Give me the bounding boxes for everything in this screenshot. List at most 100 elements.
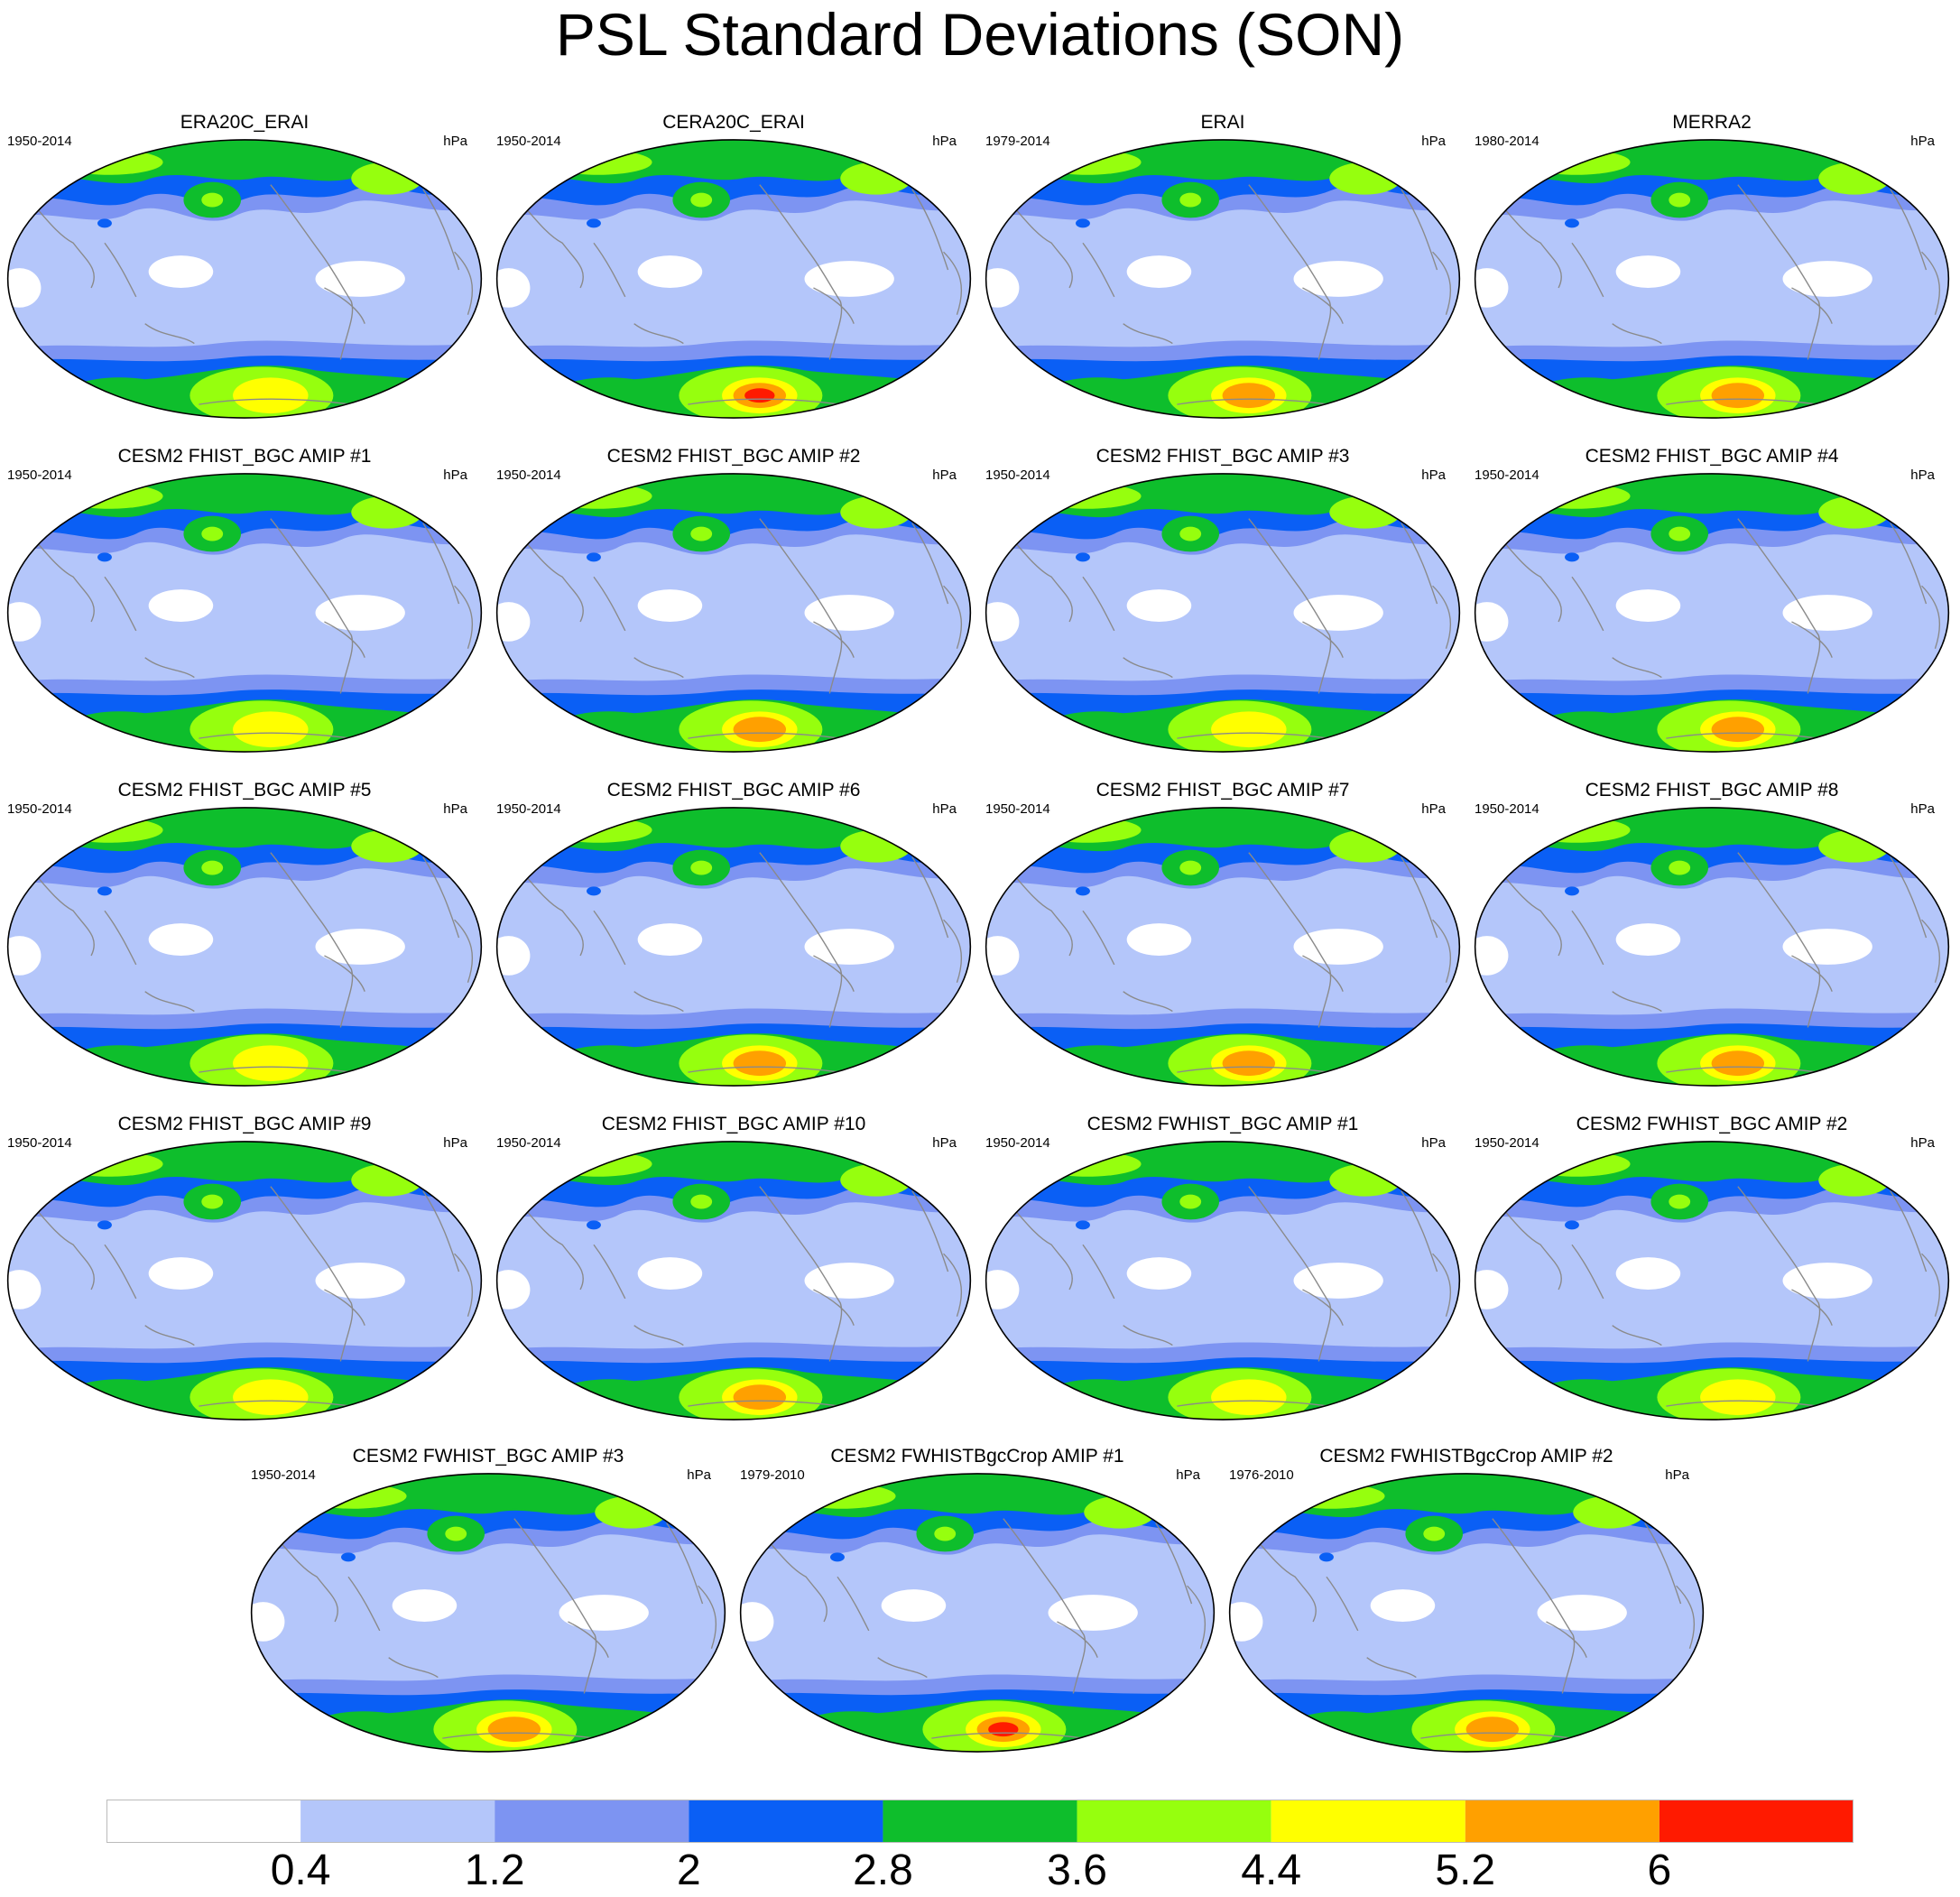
panel-years: 1979-2010: [740, 1467, 805, 1483]
coast-americas: [1248, 1186, 1344, 1362]
map-panel: CESM2 FHIST_BGC AMIP #5 1950-2014 hPa: [0, 780, 489, 1091]
field-north-siberia-center: [1522, 1151, 1631, 1177]
map-fields: [1475, 139, 1949, 419]
coast-africa-europe: [911, 189, 963, 315]
figure-title: PSL Standard Deviations (SON): [555, 1, 1405, 68]
map-frame: [739, 1473, 1216, 1753]
panel-years: 1950-2014: [1475, 801, 1539, 817]
map-frame: [985, 1141, 1461, 1420]
field-tibet-spot: [97, 552, 112, 562]
field-north-pacific-peak: [1669, 526, 1691, 541]
coast-americas: [1737, 518, 1833, 694]
map-panel: CESM2 FHIST_BGC AMIP #3 1950-2014 hPa: [978, 446, 1467, 757]
coast-antarctica: [688, 1400, 841, 1407]
field-tibet-spot: [587, 218, 601, 228]
map-panel: CESM2 FHIST_BGC AMIP #2 1950-2014 hPa: [489, 446, 978, 757]
field-tropical-min-atlantic: [315, 1263, 405, 1299]
field-tropical-min-pacific: [1126, 923, 1192, 956]
coast-antarctica: [199, 1066, 352, 1073]
colorbar-tick-label: 4.4: [1241, 1846, 1302, 1894]
field-north-pacific-peak: [1179, 526, 1202, 541]
field-north-siberia-center: [55, 483, 163, 509]
field-north-pacific-peak: [690, 1194, 713, 1209]
field-north-level-4: [251, 1473, 726, 1518]
map-panel: CESM2 FWHIST_BGC AMIP #2 1950-2014 hPa: [1467, 1114, 1956, 1425]
field-north-level-4: [496, 1141, 971, 1186]
field-north-pacific-peak: [690, 860, 713, 875]
coast-antarctica: [199, 398, 352, 405]
field-north-pacific-peak: [934, 1526, 957, 1541]
field-tropical-min-pacific: [1126, 1257, 1192, 1290]
map-plot: [739, 1473, 1216, 1753]
field-north-pacific-peak: [201, 526, 224, 541]
field-tropical-min-atlantic: [315, 261, 405, 297]
coast-americas: [1248, 852, 1344, 1028]
panel-years: 1950-2014: [7, 134, 72, 149]
colorbar-segment: [1659, 1800, 1854, 1843]
coast-africa-europe: [1401, 1190, 1452, 1317]
panel-title: CESM2 FWHIST_BGC AMIP #2: [1576, 1114, 1848, 1134]
colorbar-tick-label: 0.4: [270, 1846, 331, 1894]
field-tibet-spot: [1076, 218, 1090, 228]
field-tropical-min-pacific: [637, 589, 703, 622]
coast-antarctica: [1177, 398, 1330, 405]
panel-years: 1950-2014: [985, 801, 1050, 817]
map-fields: [1229, 1473, 1704, 1753]
map-panel: CERA20C_ERAI 1950-2014 hPa: [489, 112, 978, 423]
field-north-level-4: [7, 807, 482, 852]
field-tropical-min-pacific: [148, 589, 214, 622]
panel-years: 1950-2014: [496, 134, 561, 149]
panel-units: hPa: [1421, 467, 1446, 483]
map-fields: [7, 139, 482, 419]
colorbar-segment: [1077, 1800, 1271, 1843]
panel-units: hPa: [1665, 1467, 1689, 1483]
map-frame: [6, 473, 483, 753]
field-north-level-4: [1475, 473, 1949, 518]
coast-antarctica: [199, 1400, 352, 1407]
map-plot: [6, 139, 483, 419]
map-fields: [1475, 807, 1949, 1087]
panel-years: 1950-2014: [985, 467, 1050, 483]
coast-africa-europe: [911, 856, 963, 983]
field-north-level-4: [1475, 1141, 1949, 1186]
colorbar-labels: 0.4 1.2 2 2.8 3.6 4.4 5.2 6: [0, 1846, 1960, 1897]
field-tibet-spot: [1565, 886, 1579, 896]
panel-title: CERA20C_ERAI: [662, 112, 805, 133]
panel-years: 1950-2014: [496, 1135, 561, 1151]
panel-years: 1950-2014: [7, 467, 72, 483]
colorbar-segment: [300, 1800, 495, 1843]
field-antarctic-level-6: [233, 1379, 309, 1416]
panel-units: hPa: [1421, 1135, 1446, 1151]
coast-americas: [759, 184, 855, 360]
panel-title: CESM2 FWHISTBgcCrop AMIP #2: [1319, 1446, 1613, 1467]
map-fields: [985, 1141, 1460, 1420]
coast-americas: [759, 1186, 855, 1362]
field-north-siberia-center: [544, 483, 652, 509]
field-tibet-spot: [587, 886, 601, 896]
field-antarctic-level-7: [1711, 717, 1765, 743]
colorbar-tick-label: 2: [676, 1846, 701, 1894]
map-fields: [496, 1141, 971, 1420]
map-frame: [1228, 1473, 1705, 1753]
panel-title: CESM2 FHIST_BGC AMIP #7: [1096, 780, 1350, 800]
panel-years: 1979-2014: [985, 134, 1050, 149]
panel-units: hPa: [932, 467, 957, 483]
field-north-siberia-center: [1033, 483, 1142, 509]
map-plot: [1474, 1141, 1950, 1420]
panel-years: 1950-2014: [7, 1135, 72, 1151]
coast-africa-europe: [1890, 1190, 1941, 1317]
map-panel: ERA20C_ERAI 1950-2014 hPa: [0, 112, 489, 423]
coast-africa-europe: [422, 1190, 474, 1317]
map-plot: [6, 807, 483, 1087]
map-fields: [496, 473, 971, 753]
coast-antarctica: [688, 1066, 841, 1073]
map-plot: [1474, 139, 1950, 419]
coast-antarctica: [1666, 732, 1819, 739]
field-antarctic-level-6: [233, 1045, 309, 1082]
coast-antarctica: [1177, 732, 1330, 739]
field-antarctic-level-8: [988, 1722, 1019, 1737]
map-plot: [985, 473, 1461, 753]
coastlines: [19, 1186, 474, 1407]
panel-units: hPa: [1176, 1467, 1200, 1483]
colorbar-segment: [106, 1800, 301, 1843]
